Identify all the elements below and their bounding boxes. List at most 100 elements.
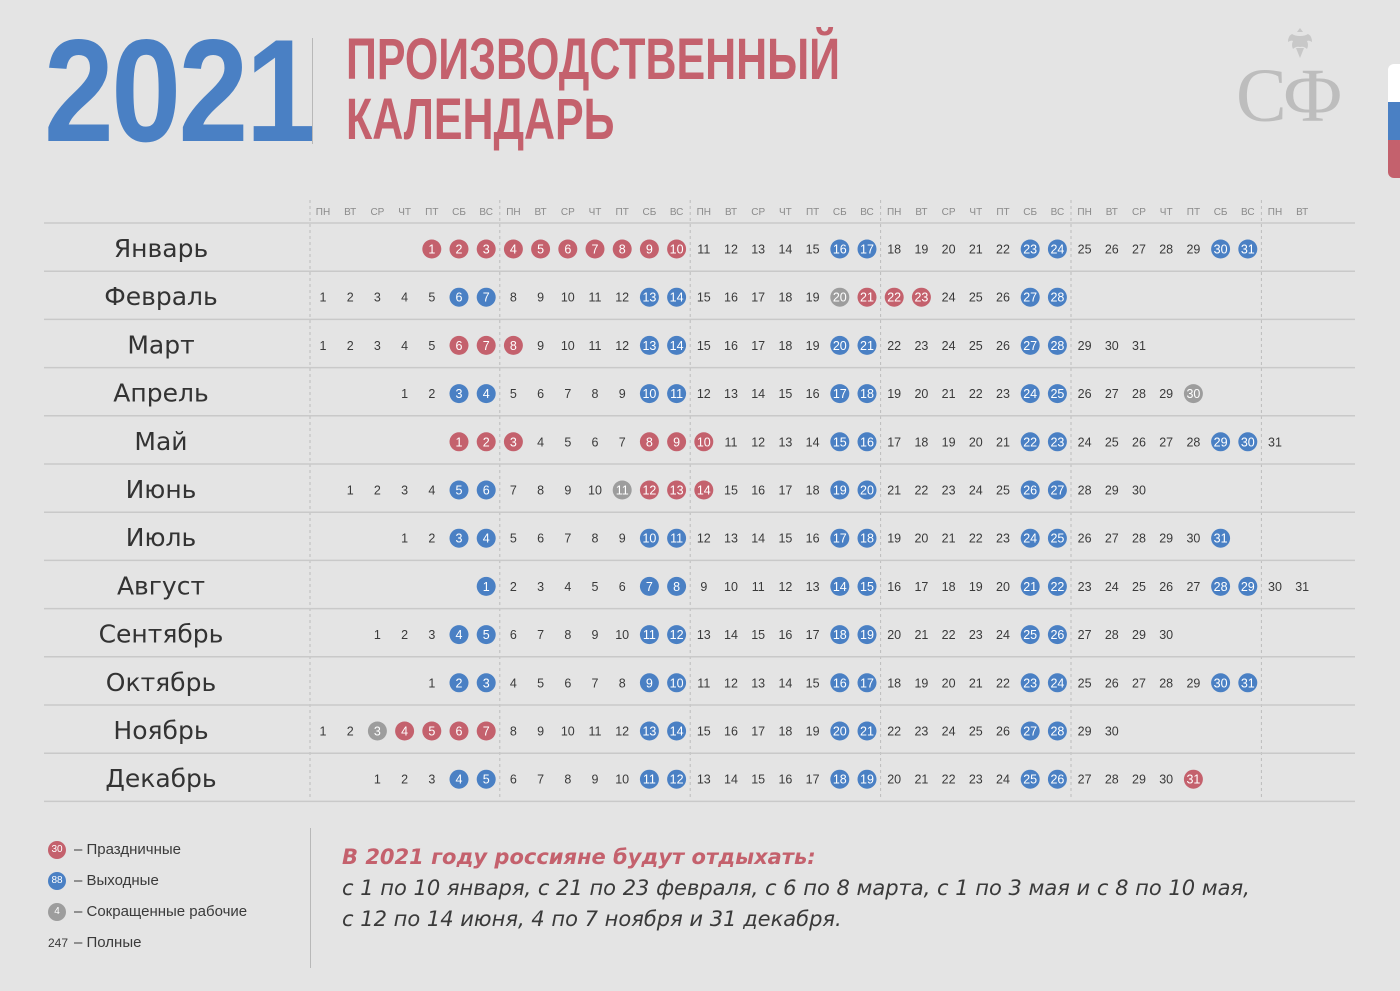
day-number: 28 [1050,339,1064,353]
day-cell: 22 [969,387,983,401]
day-cell: 29 [1186,243,1200,257]
day-cell: 13 [724,532,738,546]
day-number: 27 [1023,339,1037,353]
day-number: 12 [615,725,629,739]
day-cell: 28 [1211,576,1231,596]
day-cell: 19 [914,676,928,690]
day-cell: 24 [996,628,1010,642]
day-cell: 7 [476,335,496,355]
day-number: 7 [483,339,490,353]
day-marker [476,721,496,741]
legend-label: – Выходные [74,872,159,889]
day-cell: 21 [887,484,901,498]
day-number: 22 [969,387,983,401]
day-cell: 10 [639,528,659,548]
day-number: 1 [320,339,327,353]
day-number: 13 [806,580,820,594]
day-marker [667,384,687,404]
day-cell: 10 [694,432,714,452]
day-cell: 31 [1183,769,1203,789]
day-cell: 29 [1105,484,1119,498]
day-number: 28 [1159,676,1173,690]
day-number: 8 [510,725,517,739]
day-cell: 23 [1047,432,1067,452]
day-number: 18 [806,484,820,498]
day-marker [476,335,496,355]
day-number: 13 [724,532,738,546]
day-marker [1211,576,1231,596]
day-cell: 3 [476,239,496,259]
day-number: 8 [564,773,571,787]
day-number: 3 [483,676,490,690]
day-number: 6 [537,532,544,546]
day-cell: 28 [1047,721,1067,741]
day-number: 24 [996,628,1010,642]
day-cell: 24 [996,773,1010,787]
day-number: 4 [537,435,544,449]
day-number: 23 [942,484,956,498]
day-cell: 28 [1186,435,1200,449]
day-number: 16 [724,291,738,305]
day-cell: 15 [697,725,711,739]
day-marker [857,625,877,645]
weekday-header: СБ [1023,207,1037,218]
day-number: 19 [860,773,874,787]
day-number: 17 [833,387,847,401]
day-number: 1 [428,676,435,690]
day-number: 16 [860,435,874,449]
day-number: 4 [401,291,408,305]
day-number: 23 [996,532,1010,546]
day-number: 28 [1159,243,1173,257]
day-marker [830,335,850,355]
weekday-header: ВТ [535,207,547,218]
month-name: Декабрь [105,764,216,793]
day-number: 27 [1078,628,1092,642]
day-cell: 17 [806,773,820,787]
legend: 30 – Праздничные 88 – Выходные 4 – Сокра… [48,834,247,958]
day-number: 10 [724,580,738,594]
day-number: 2 [347,339,354,353]
day-number: 26 [996,339,1010,353]
day-marker [1238,239,1258,259]
day-cell: 24 [1020,528,1040,548]
day-number: 11 [670,532,683,546]
day-number: 15 [751,773,765,787]
month-name: Май [134,427,187,456]
day-marker [884,287,904,307]
weekday-header: ЧТ [1160,207,1173,218]
day-cell: 9 [592,773,599,787]
day-cell: 27 [1078,628,1092,642]
day-cell: 25 [1078,676,1092,690]
day-cell: 8 [510,291,517,305]
day-number: 8 [619,243,626,257]
day-cell: 28 [1078,484,1092,498]
day-number: 25 [1105,435,1119,449]
day-cell: 24 [1020,384,1040,404]
day-cell: 9 [537,291,544,305]
day-cell: 1 [476,576,496,596]
day-number: 22 [887,291,901,305]
day-cell: 6 [449,335,469,355]
day-marker [503,239,523,259]
day-number: 24 [1105,580,1119,594]
day-number: 14 [697,484,711,498]
day-cell: 25 [996,484,1010,498]
day-cell: 4 [537,435,544,449]
day-cell: 18 [778,291,792,305]
day-number: 30 [1105,725,1119,739]
day-cell: 9 [537,339,544,353]
day-number: 15 [833,435,847,449]
day-cell: 24 [1078,435,1092,449]
note-heading: В 2021 году россияне будут отдыхать: [342,845,816,869]
day-marker [476,673,496,693]
day-number: 7 [592,243,599,257]
day-number: 8 [619,676,626,690]
day-number: 5 [456,484,463,498]
day-cell: 22 [996,676,1010,690]
day-cell: 16 [806,532,820,546]
day-marker [1020,432,1040,452]
day-cell: 23 [969,628,983,642]
day-number: 3 [428,628,435,642]
day-marker [1020,673,1040,693]
